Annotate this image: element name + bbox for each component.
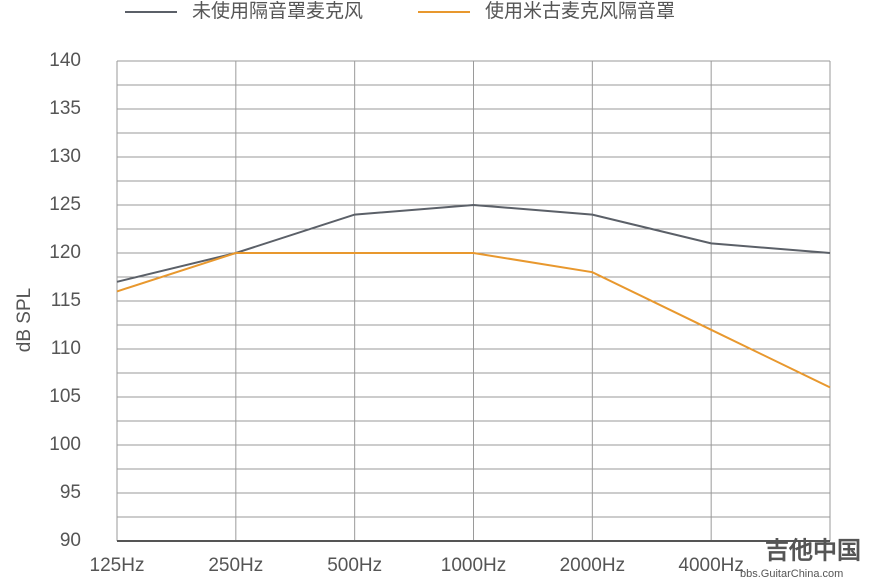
y-tick-label: 125 xyxy=(49,194,81,215)
x-tick-label: 4000Hz xyxy=(678,555,744,576)
watermark: bbs.GuitarChina.com xyxy=(740,568,843,580)
y-tick-label: 105 xyxy=(49,386,81,407)
legend-label: 使用米古麦克风隔音罩 xyxy=(485,0,675,22)
y-tick-label: 100 xyxy=(49,434,81,455)
y-tick-label: 120 xyxy=(49,242,81,263)
legend-label: 未使用隔音罩麦克风 xyxy=(192,0,363,22)
x-tick-label: 250Hz xyxy=(208,555,263,576)
series-line xyxy=(116,252,831,389)
y-tick-label: 90 xyxy=(60,530,81,551)
x-tick-label: 125Hz xyxy=(90,555,145,576)
y-tick-label: 140 xyxy=(49,50,81,71)
y-tick-label: 110 xyxy=(51,338,81,359)
y-tick-label: 135 xyxy=(49,98,81,119)
watermark: 吉他中国 xyxy=(765,537,861,564)
y-axis-label: dB SPL xyxy=(14,288,35,352)
y-tick-label: 95 xyxy=(60,482,81,503)
y-tick-label: 130 xyxy=(49,146,81,167)
x-tick-label: 2000Hz xyxy=(560,555,626,576)
y-tick-label: 115 xyxy=(51,290,81,311)
x-tick-label: 500Hz xyxy=(327,555,382,576)
x-tick-label: 1000Hz xyxy=(441,555,507,576)
